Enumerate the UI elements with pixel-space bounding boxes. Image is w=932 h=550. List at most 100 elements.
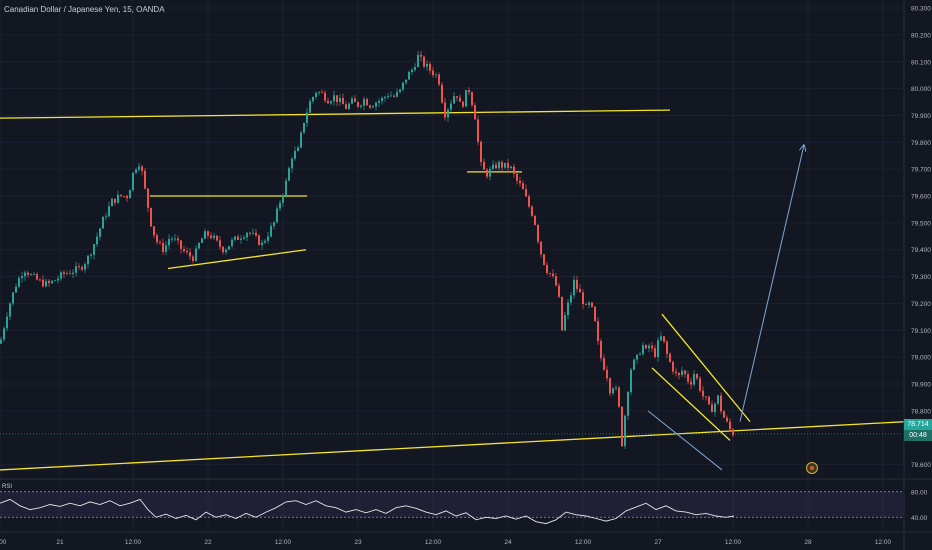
candle-body — [321, 92, 323, 93]
time-axis[interactable]: 6:00 21 12:00 22 12:00 23 12:00 24 12:00 27 12:00 2… — [0, 531, 932, 546]
candle-body — [465, 89, 467, 107]
candle-body — [6, 316, 8, 329]
candle-body — [21, 276, 23, 279]
time-axis-label: 12:00 — [575, 539, 592, 546]
candle-body — [579, 288, 581, 293]
candle-body — [75, 266, 77, 273]
time-axis-label: 12:00 — [425, 539, 442, 546]
candle-body — [312, 96, 314, 102]
candle-body — [30, 274, 32, 276]
candle-body — [156, 235, 158, 243]
candle-body — [171, 238, 173, 240]
time-axis-label: 21 — [56, 539, 64, 546]
candle-body — [351, 98, 353, 104]
candle-body — [507, 162, 509, 168]
candle-body — [90, 254, 92, 256]
candle-body — [546, 264, 548, 274]
candle-body — [102, 217, 104, 229]
candle-body — [714, 403, 716, 413]
candle-body — [597, 321, 599, 341]
candle-body — [114, 198, 116, 203]
candle-body — [624, 415, 626, 447]
candle-body — [573, 279, 575, 296]
candle-body — [225, 249, 227, 253]
alert-icon[interactable] — [806, 462, 818, 474]
candle-body — [111, 198, 113, 207]
candle-body — [153, 226, 155, 236]
candle-body — [9, 303, 11, 317]
price-axis[interactable]: 80.300 80.200 80.100 80.000 79.900 79.800 79.7… — [903, 0, 931, 550]
candle-body — [285, 180, 287, 196]
candle-body — [342, 98, 344, 105]
candle-body — [432, 70, 434, 76]
time-axis-label: 12:00 — [275, 539, 292, 546]
candle-body — [471, 92, 473, 106]
price-axis-label: 79.600 — [911, 194, 931, 201]
rsi-axis[interactable]: 80.00 40.00 — [911, 489, 928, 522]
candle-body — [504, 162, 506, 168]
symbol-title[interactable]: Canadian Dollar / Japanese Yen, 15, OAND… — [4, 5, 165, 14]
candle-body — [354, 98, 356, 102]
rsi-indicator-label[interactable]: RSI — [2, 484, 13, 490]
candle-body — [468, 89, 470, 93]
candle-body — [177, 238, 179, 241]
candle-body — [330, 101, 332, 104]
candle-body — [54, 280, 56, 282]
candle-body — [150, 207, 152, 227]
projection-line-down — [647, 410, 723, 471]
candle-body — [120, 194, 122, 197]
candle-body — [345, 104, 347, 109]
candle-body — [450, 103, 452, 110]
candle-body — [240, 238, 242, 240]
candle-body — [3, 328, 5, 340]
candle-body — [333, 95, 335, 102]
candle-body — [51, 280, 53, 284]
projection-arrows[interactable] — [647, 145, 804, 471]
candle-body — [324, 92, 326, 101]
candle-body — [12, 292, 14, 304]
candle-body — [363, 99, 365, 106]
candle-body — [447, 109, 449, 118]
candle-body — [525, 189, 527, 197]
candle-body — [666, 341, 668, 354]
candle-body — [516, 173, 518, 181]
candle-body — [576, 279, 578, 289]
candle-body — [600, 340, 602, 359]
candle-body — [138, 166, 140, 170]
candle-body — [693, 374, 695, 385]
candle-body — [48, 280, 50, 284]
candle-body — [552, 273, 554, 277]
candle-body — [96, 236, 98, 245]
candle-body — [627, 392, 629, 416]
candle-body — [387, 95, 389, 97]
candle-body — [282, 195, 284, 203]
candle-body — [648, 345, 650, 349]
candle-body — [483, 161, 485, 170]
price-axis-label: 80.300 — [911, 6, 931, 13]
candle-body — [534, 215, 536, 225]
drawing-layer[interactable] — [0, 109, 932, 471]
candle-body — [501, 161, 503, 168]
candle-body — [621, 406, 623, 447]
grid-lines — [0, 0, 903, 530]
candle-body — [45, 280, 47, 287]
candle-body — [60, 272, 62, 279]
candle-body — [228, 246, 230, 250]
candle-body — [513, 166, 515, 174]
candle-body — [99, 228, 101, 237]
candle-body — [357, 101, 359, 107]
candle-body — [594, 306, 596, 322]
candle-body — [87, 255, 89, 265]
candle-body — [222, 246, 224, 253]
candle-body — [690, 381, 692, 385]
candle-body — [288, 168, 290, 181]
price-axis-label: 79.000 — [911, 355, 931, 362]
candle-body — [210, 235, 212, 239]
candle-body — [42, 279, 44, 287]
candle-body — [372, 106, 374, 108]
candle-body — [306, 112, 308, 123]
candle-body — [399, 89, 401, 92]
candle-body — [411, 69, 413, 73]
